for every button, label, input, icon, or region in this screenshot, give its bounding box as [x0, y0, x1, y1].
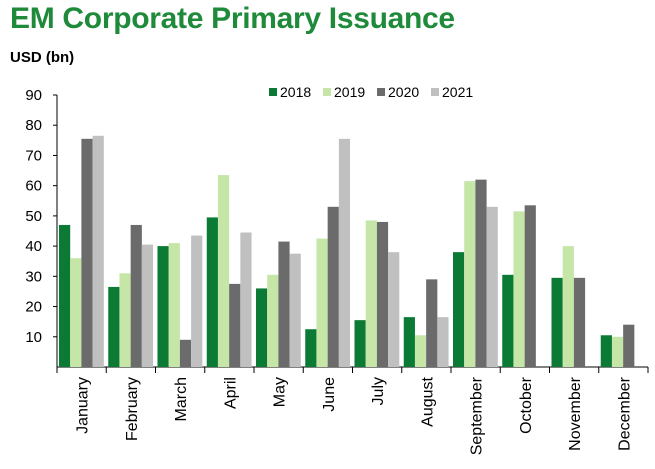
bar-2021-february [141, 244, 154, 367]
category-label-february: February [124, 377, 141, 441]
bar-2018-september [453, 252, 465, 367]
bar-2021-august [437, 317, 449, 367]
legend-swatch-2021 [431, 88, 439, 96]
bar-2019-march [168, 243, 180, 367]
bar-2020-september [475, 179, 487, 367]
y-tick-label: 30 [25, 268, 42, 285]
bar-2019-september [464, 181, 476, 367]
bar-2018-november [551, 277, 563, 367]
bar-2019-december [611, 336, 624, 367]
y-tick-label: 10 [25, 329, 42, 346]
bar-2021-april [240, 232, 252, 367]
bar-2020-august [426, 279, 438, 367]
bar-2018-october [502, 274, 514, 367]
bar-2020-february [130, 224, 142, 367]
bar-2021-september [486, 206, 498, 367]
bar-2018-july [354, 320, 366, 367]
bar-2020-november [573, 277, 586, 367]
bar-2020-june [327, 206, 339, 367]
legend-label-2018: 2018 [280, 84, 311, 100]
category-label-july: July [370, 377, 387, 405]
bar-2019-october [513, 211, 525, 367]
y-tick-label: 20 [25, 299, 42, 316]
bar-2018-june [305, 329, 317, 367]
y-tick-label: 60 [25, 178, 42, 195]
category-label-december: December [616, 376, 633, 450]
bar-2021-january [92, 135, 104, 367]
category-label-may: May [272, 377, 289, 407]
bar-2019-april [217, 175, 230, 367]
bars [59, 135, 635, 367]
category-label-june: June [321, 377, 338, 412]
category-label-april: April [222, 377, 239, 409]
y-tick-label: 80 [25, 117, 42, 134]
legend-swatch-2018 [269, 88, 277, 96]
bar-2019-july [365, 220, 377, 367]
bar-2018-may [256, 288, 268, 367]
bar-2018-february [108, 286, 120, 367]
y-ticks: 10 20 30 40 50 60 70 80 90 [25, 87, 42, 346]
category-label-october: October [518, 376, 535, 434]
bar-2020-april [229, 283, 241, 367]
legend-label-2019: 2019 [334, 84, 365, 100]
bar-2019-february [119, 273, 131, 367]
bar-2021-june [338, 138, 351, 367]
category-label-september: September [469, 376, 486, 455]
bar-2020-january [81, 138, 93, 367]
legend-swatch-2020 [377, 88, 385, 96]
y-axis-label: USD (bn) [10, 49, 75, 66]
y-tick-label: 90 [25, 87, 42, 104]
bar-2020-march [179, 339, 192, 367]
bar-2019-may [267, 274, 279, 367]
axes [53, 94, 649, 373]
bar-2019-january [70, 258, 82, 367]
category-label-august: August [419, 376, 436, 426]
bar-2018-january [59, 224, 71, 367]
bar-2020-may [278, 241, 290, 367]
bar-2018-december [600, 335, 612, 367]
bar-2019-august [414, 335, 427, 367]
bar-2018-march [157, 246, 169, 367]
category-label-march: March [173, 377, 190, 421]
legend-swatch-2019 [323, 88, 331, 96]
bar-2020-july [376, 221, 389, 367]
category-labels: January February March April May June July Augu… [75, 376, 634, 455]
bar-2021-may [289, 253, 301, 367]
y-tick-label: 70 [25, 147, 42, 164]
bar-2019-november [562, 246, 574, 367]
bar-2021-march [191, 235, 203, 367]
category-label-november: November [567, 376, 584, 450]
bar-2021-july [388, 252, 400, 367]
y-tick-label: 50 [25, 208, 42, 225]
chart-title: EM Corporate Primary Issuance [10, 2, 455, 35]
bar-2018-august [403, 317, 415, 367]
category-label-january: January [75, 377, 92, 434]
legend-label-2020: 2020 [388, 84, 419, 100]
bar-2020-october [524, 205, 536, 367]
legend: 2018 2019 2020 2021 [269, 84, 473, 100]
bar-2019-june [316, 238, 328, 367]
y-tick-label: 40 [25, 238, 42, 255]
bar-2020-december [623, 324, 635, 367]
legend-label-2021: 2021 [442, 84, 473, 100]
bar-2018-april [206, 217, 218, 367]
